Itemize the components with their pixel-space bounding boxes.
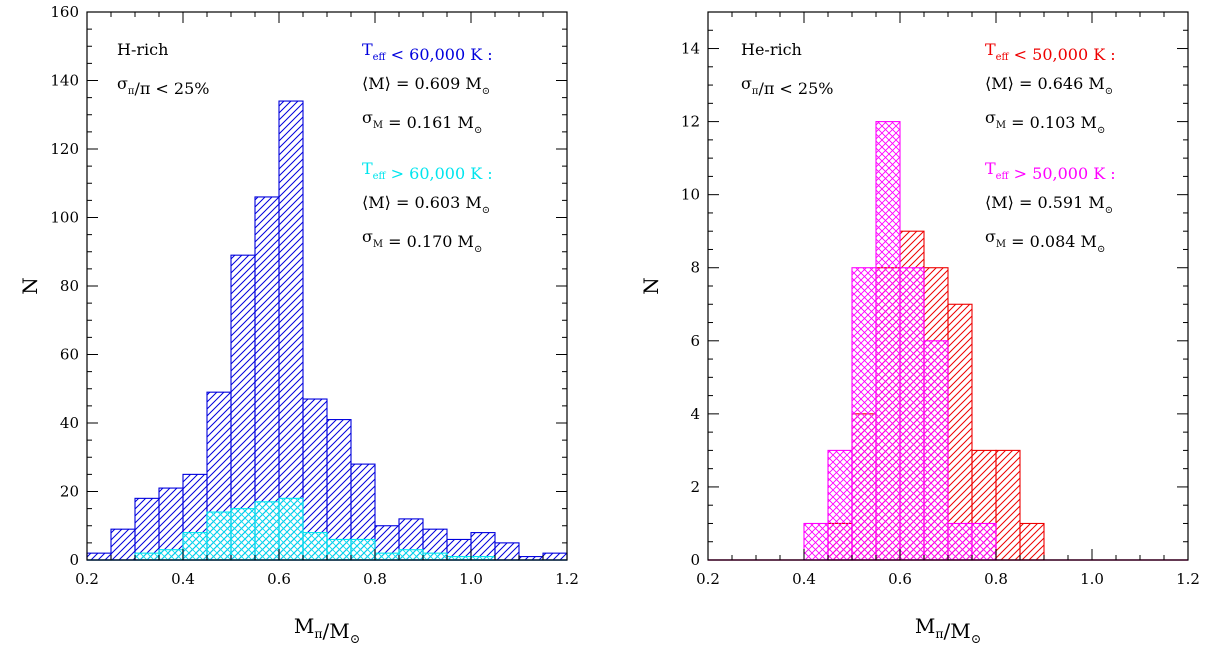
histogram-bar (494, 542, 520, 561)
group-1-mean: ⟨M⟩ = 0.609 M⊙ (362, 74, 490, 97)
y-axis: 0 20 40 60 80 100 120 140 160 (50, 3, 567, 569)
sample-label: He-rich (741, 40, 802, 59)
histogram-bar (374, 552, 400, 561)
x-tick-label: 0.6 (888, 570, 912, 588)
group-1-mean: ⟨M⟩ = 0.646 M⊙ (985, 74, 1113, 97)
group-2-mean: ⟨M⟩ = 0.603 M⊙ (362, 193, 490, 216)
parallax-cut-label: σπ/π < 25% (741, 74, 833, 98)
x-axis-label: Mπ/M⊙ (294, 614, 360, 646)
histogram-bar (542, 552, 568, 561)
y-tick-label: 60 (60, 346, 79, 364)
group-1-heading: Teff < 60,000 K : (362, 40, 493, 64)
annotations: H-rich σπ/π < 25% Teff < 60,000 K : ⟨M⟩ = 0… (117, 40, 493, 255)
x-tick-label: 0.8 (984, 570, 1008, 588)
y-tick-label: 120 (50, 140, 79, 158)
y-tick-label: 10 (681, 186, 700, 204)
histogram-bar (899, 267, 925, 561)
y-tick-label: 140 (50, 72, 79, 90)
x-tick-label: 0.4 (171, 570, 195, 588)
histogram-bar (923, 340, 949, 561)
y-tick-label: 2 (690, 478, 700, 496)
histogram-bar (158, 487, 184, 561)
histogram-bar (947, 522, 973, 561)
histogram-bar (1019, 522, 1045, 561)
histogram-bar (803, 522, 829, 561)
histogram-bar (278, 497, 304, 561)
histogram-bar (851, 267, 877, 561)
y-tick-label: 20 (60, 483, 79, 501)
histogram-bar (134, 552, 160, 561)
series-1 (86, 100, 568, 561)
x-tick-label: 0.2 (75, 570, 99, 588)
histogram-bar (134, 497, 160, 561)
histogram-bar (827, 449, 853, 561)
histogram-bar (470, 532, 496, 561)
y-tick-label: 0 (690, 551, 700, 569)
x-tick-label: 0.8 (363, 570, 387, 588)
y-axis-label: N (639, 277, 663, 295)
x-tick-label: 1.0 (1080, 570, 1104, 588)
x-axis: 0.2 0.4 0.6 0.8 1.0 1.2 (75, 12, 579, 588)
group-2-heading: Teff > 60,000 K : (362, 159, 493, 183)
y-tick-label: 0 (69, 551, 79, 569)
histogram-bar (86, 552, 112, 561)
histogram-bar (302, 532, 328, 561)
histogram-bar (947, 303, 973, 561)
x-tick-label: 1.2 (1176, 570, 1200, 588)
group-1-heading: Teff < 50,000 K : (985, 40, 1116, 64)
y-tick-label: 40 (60, 414, 79, 432)
y-tick-label: 6 (690, 332, 700, 350)
histogram-bar (422, 552, 448, 561)
group-2-sigma: σM = 0.084 M⊙ (985, 227, 1105, 255)
histogram-bar (326, 538, 352, 561)
x-tick-label: 1.0 (459, 570, 483, 588)
x-tick-label: 0.6 (267, 570, 291, 588)
group-1-sigma: σM = 0.161 M⊙ (362, 108, 482, 136)
y-tick-label: 14 (681, 40, 700, 58)
histogram-bar (278, 100, 304, 561)
histogram-bar (995, 449, 1021, 561)
x-axis: 0.2 0.4 0.6 0.8 1.0 1.2 (696, 12, 1200, 588)
histogram-bar (875, 121, 901, 561)
histogram-bar (350, 538, 376, 561)
histogram-bar (158, 549, 184, 561)
histogram-bar (230, 508, 256, 561)
parallax-cut-label: σπ/π < 25% (117, 74, 209, 98)
annotations: He-rich σπ/π < 25% Teff < 50,000 K : ⟨M⟩ = … (741, 40, 1116, 255)
group-2-sigma: σM = 0.170 M⊙ (362, 227, 482, 255)
x-tick-label: 0.4 (792, 570, 816, 588)
series-2 (87, 497, 567, 561)
y-tick-label: 100 (50, 209, 79, 227)
y-tick-label: 4 (690, 405, 700, 423)
y-tick-label: 8 (690, 259, 700, 277)
group-2-heading: Teff > 50,000 K : (985, 159, 1116, 183)
y-axis-label: N (18, 277, 42, 295)
series-2 (708, 121, 1188, 561)
panel-h-rich: 0.2 0.4 0.6 0.8 1.0 1.2 0 20 40 60 80 100 120 140 160 N… (18, 3, 579, 646)
histogram-bar (182, 532, 208, 561)
histogram-bar (110, 528, 136, 561)
y-tick-label: 12 (681, 113, 700, 131)
histogram-bar (254, 501, 280, 561)
histogram-bar (971, 522, 997, 561)
x-tick-label: 1.2 (555, 570, 579, 588)
histogram-bar (398, 549, 424, 561)
panel-he-rich: 0.2 0.4 0.6 0.8 1.0 1.2 0 2 4 6 8 10 12 14 N Mπ/M⊙ He-ri… (639, 11, 1200, 646)
y-tick-label: 80 (60, 277, 79, 295)
x-tick-label: 0.2 (696, 570, 720, 588)
group-2-mean: ⟨M⟩ = 0.591 M⊙ (985, 193, 1113, 216)
x-axis-label: Mπ/M⊙ (915, 614, 981, 646)
histogram-bar (206, 511, 232, 561)
sample-label: H-rich (117, 40, 168, 59)
y-axis: 0 2 4 6 8 10 12 14 (681, 11, 1188, 569)
y-tick-label: 160 (50, 3, 79, 21)
group-1-sigma: σM = 0.103 M⊙ (985, 108, 1105, 136)
